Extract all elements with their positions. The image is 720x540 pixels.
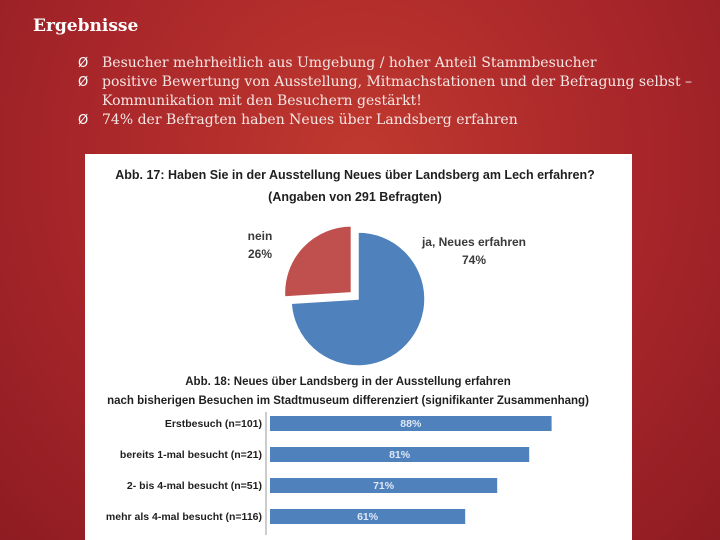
- pie-label-no: nein: [248, 229, 273, 243]
- pie-slice-no: [283, 225, 353, 298]
- bullet-text: positive Bewertung von Ausstellung, Mitm…: [102, 74, 693, 109]
- pie-label-yes: ja, Neues erfahren: [421, 235, 526, 249]
- arrow-bullet-icon: Ø: [78, 56, 89, 71]
- bar-value-label: 81%: [389, 449, 411, 461]
- bullet-item: Ø positive Bewertung von Ausstellung, Mi…: [78, 73, 698, 111]
- bar-category-label: bereits 1-mal besucht (n=21): [120, 449, 262, 461]
- arrow-bullet-icon: Ø: [78, 75, 89, 90]
- bar-1: [270, 416, 552, 431]
- pie-slice-yes: [290, 231, 426, 367]
- bar-category-label: Erstbesuch (n=101): [165, 418, 262, 430]
- pie-value-yes: 74%: [462, 253, 486, 267]
- bar-value-label: 61%: [357, 511, 379, 523]
- chart-figure: Abb. 17: Haben Sie in der Ausstellung Ne…: [85, 154, 632, 540]
- bar-2: [270, 447, 530, 462]
- bar-value-label: 71%: [373, 480, 395, 492]
- slide-title: Ergebnisse: [33, 16, 139, 36]
- bullet-item: Ø 74% der Befragten haben Neues über Lan…: [78, 111, 698, 130]
- bullet-text: Besucher mehrheitlich aus Umgebung / hoh…: [102, 55, 597, 71]
- bullet-text: 74% der Befragten haben Neues über Lands…: [102, 112, 518, 128]
- bar-chart: Erstbesuch (n=101) 88% bereits 1-mal besuc…: [106, 416, 552, 524]
- bar-3: [270, 478, 498, 493]
- bar-chart-title: Abb. 18: Neues über Landsberg in der Aus…: [185, 376, 510, 388]
- bar-category-label: mehr als 4-mal besucht (n=116): [106, 511, 262, 523]
- pie-value-no: 26%: [248, 247, 272, 261]
- bar-4: [270, 509, 466, 524]
- pie-chart-subtitle: (Angaben von 291 Befragten): [268, 190, 442, 204]
- pie-chart: [283, 225, 426, 367]
- bar-value-label: 88%: [400, 418, 422, 430]
- arrow-bullet-icon: Ø: [78, 113, 89, 128]
- bullet-item: Ø Besucher mehrheitlich aus Umgebung / h…: [78, 54, 698, 73]
- bullet-list: Ø Besucher mehrheitlich aus Umgebung / h…: [78, 54, 698, 130]
- pie-chart-title: Abb. 17: Haben Sie in der Ausstellung Ne…: [115, 168, 595, 182]
- chart-canvas: Abb. 17: Haben Sie in der Ausstellung Ne…: [106, 168, 595, 535]
- bar-chart-subtitle: nach bisherigen Besuchen im Stadtmuseum …: [107, 395, 589, 407]
- bar-category-label: 2- bis 4-mal besucht (n=51): [127, 480, 262, 492]
